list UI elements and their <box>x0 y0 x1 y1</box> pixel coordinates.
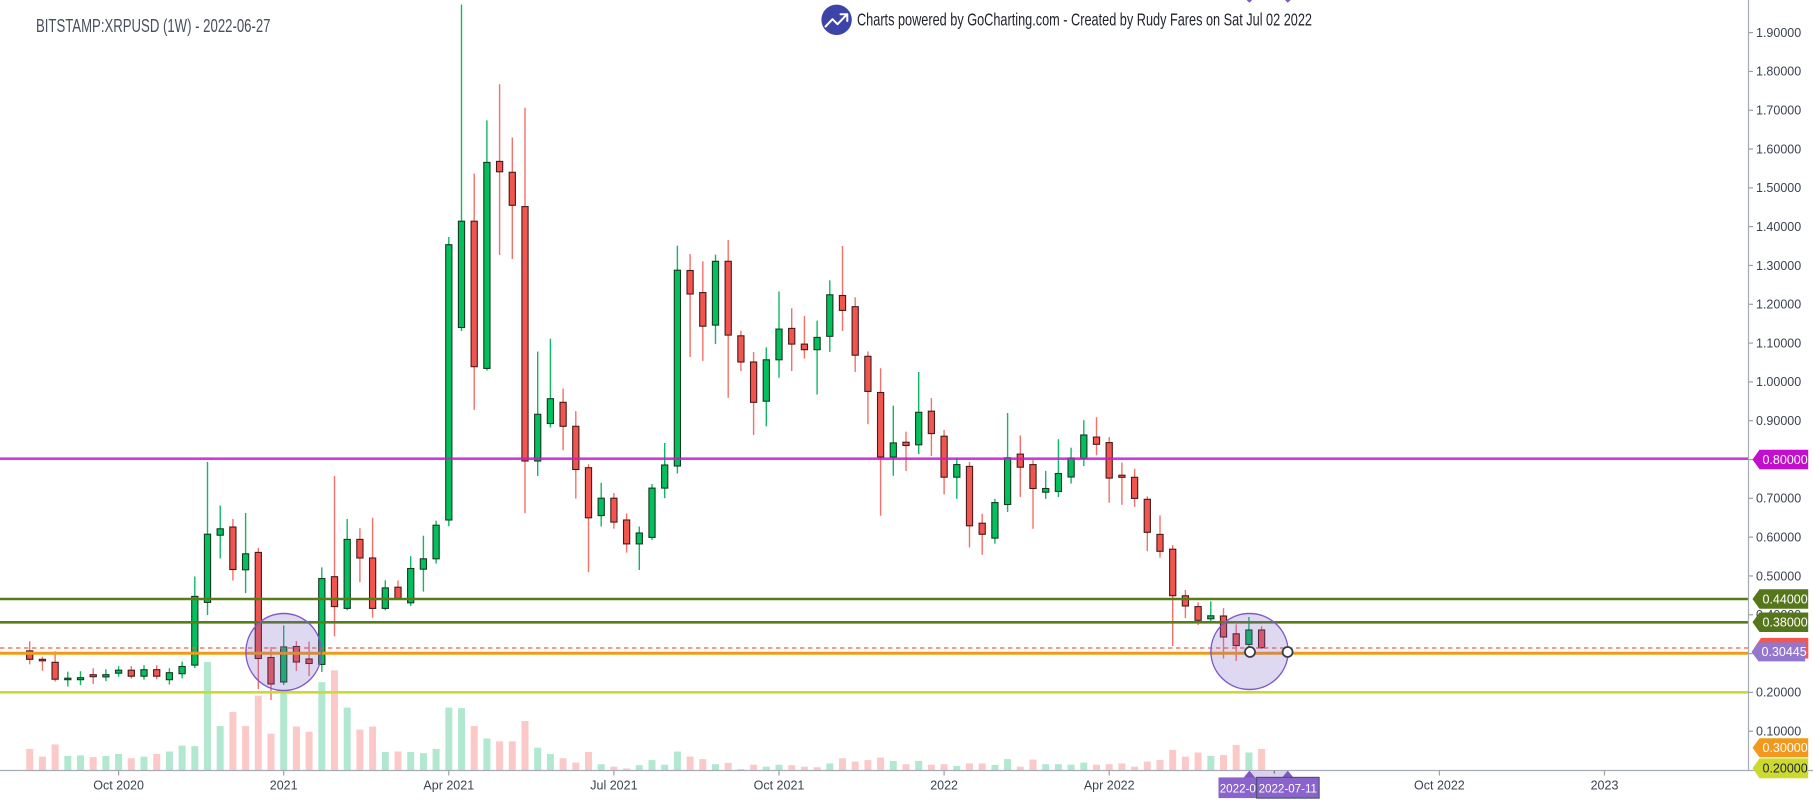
svg-text:0.50000: 0.50000 <box>1756 569 1801 583</box>
svg-text:Apr 2022: Apr 2022 <box>1084 779 1135 793</box>
svg-text:1.10000: 1.10000 <box>1756 336 1801 350</box>
svg-text:1.90000: 1.90000 <box>1756 26 1801 40</box>
svg-text:0.90000: 0.90000 <box>1756 414 1801 428</box>
svg-text:1.40000: 1.40000 <box>1756 220 1801 234</box>
svg-text:1.70000: 1.70000 <box>1756 104 1801 118</box>
svg-text:1.30000: 1.30000 <box>1756 259 1801 273</box>
svg-text:1.80000: 1.80000 <box>1756 65 1801 79</box>
svg-text:2021: 2021 <box>270 779 298 793</box>
svg-text:Jul 2021: Jul 2021 <box>590 779 637 793</box>
svg-text:0.44000: 0.44000 <box>1763 592 1808 606</box>
svg-text:0.20000: 0.20000 <box>1756 686 1801 700</box>
svg-text:2022-07-11: 2022-07-11 <box>1259 783 1317 796</box>
svg-text:1.60000: 1.60000 <box>1756 142 1801 156</box>
svg-text:Apr 2021: Apr 2021 <box>423 779 474 793</box>
svg-text:BITSTAMP:XRPUSD (1W) - 2022-06: BITSTAMP:XRPUSD (1W) - 2022-06-27 <box>36 16 271 36</box>
svg-text:0.10000: 0.10000 <box>1756 724 1801 738</box>
svg-text:1.20000: 1.20000 <box>1756 298 1801 312</box>
svg-text:2023: 2023 <box>1591 779 1619 793</box>
svg-text:Oct 2021: Oct 2021 <box>754 779 805 793</box>
svg-text:Oct 2022: Oct 2022 <box>1414 779 1465 793</box>
svg-text:0.30445: 0.30445 <box>1762 645 1807 659</box>
svg-text:0.60000: 0.60000 <box>1756 530 1801 544</box>
svg-text:0.38000: 0.38000 <box>1763 616 1808 630</box>
svg-text:0.80000: 0.80000 <box>1763 453 1808 467</box>
svg-text:2022: 2022 <box>930 779 958 793</box>
svg-text:0.20000: 0.20000 <box>1763 762 1808 776</box>
svg-text:Oct 2020: Oct 2020 <box>93 779 144 793</box>
svg-text:1.50000: 1.50000 <box>1756 181 1801 195</box>
svg-text:Charts powered by GoCharting.c: Charts powered by GoCharting.com - Creat… <box>857 10 1312 30</box>
svg-text:1.00000: 1.00000 <box>1756 375 1801 389</box>
svg-text:0.30000: 0.30000 <box>1763 741 1808 755</box>
svg-text:0.70000: 0.70000 <box>1756 492 1801 506</box>
